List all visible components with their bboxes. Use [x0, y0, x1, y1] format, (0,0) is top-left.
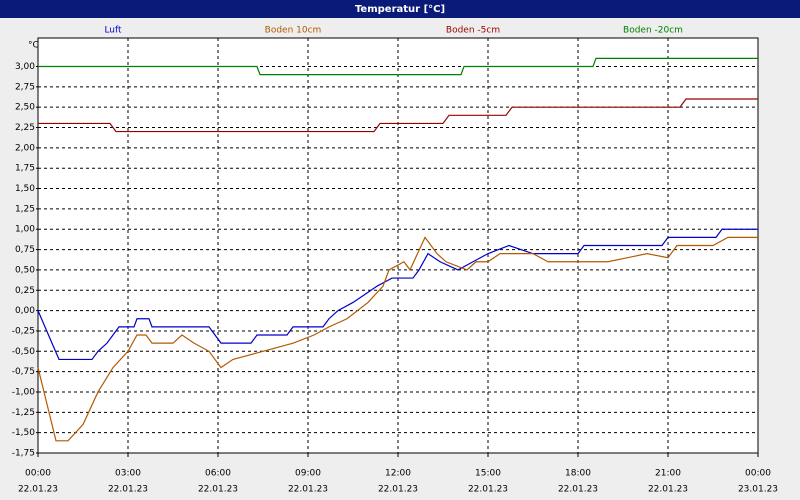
series-line: [37, 228, 758, 361]
chart-title: Temperatur [°C]: [355, 4, 445, 15]
y-tick-label: 2,25: [15, 123, 35, 133]
series-line: [38, 57, 758, 76]
x-tick-date: 22.01.23: [558, 485, 598, 495]
y-tick-label: 2,50: [15, 103, 35, 113]
title-bar: [0, 0, 800, 18]
x-tick-label: 06:00: [205, 469, 231, 479]
x-tick-label: 18:00: [565, 469, 591, 479]
y-tick-label: -0,50: [12, 347, 36, 357]
y-tick-label: 0,25: [15, 286, 35, 296]
legend-label: Luft: [104, 26, 122, 36]
x-tick-date: 22.01.23: [648, 485, 688, 495]
x-tick-label: 00:00: [25, 469, 51, 479]
plot-border: [37, 37, 759, 454]
series-line: [37, 236, 758, 442]
legend-label: Boden 10cm: [265, 26, 322, 36]
y-tick-label: -0,75: [12, 367, 35, 377]
x-tick-date: 22.01.23: [18, 485, 58, 495]
y-tick-label: 1,25: [15, 204, 35, 214]
y-unit: °C: [28, 41, 39, 51]
y-tick-label: 0,00: [15, 306, 35, 316]
y-tick-label: 2,75: [15, 82, 35, 92]
y-tick-label: -1,75: [12, 449, 35, 459]
x-tick-label: 12:00: [385, 469, 411, 479]
y-tick-label: -1,25: [12, 408, 35, 418]
x-tick-date: 23.01.23: [738, 485, 778, 495]
y-tick-label: 1,00: [15, 225, 35, 235]
x-tick-date: 22.01.23: [108, 485, 148, 495]
series-line: [38, 98, 758, 133]
legend-label: Boden -20cm: [623, 26, 683, 36]
x-tick-label: 03:00: [115, 469, 141, 479]
x-tick-label: 15:00: [475, 469, 501, 479]
y-tick-label: 2,00: [15, 143, 35, 153]
x-tick-date: 22.01.23: [198, 485, 238, 495]
x-tick-label: 00:00: [745, 469, 771, 479]
y-tick-label: 1,75: [15, 164, 35, 174]
x-tick-date: 22.01.23: [378, 485, 418, 495]
y-tick-label: -1,00: [12, 387, 36, 397]
y-tick-label: 3,00: [15, 62, 35, 72]
y-tick-label: -0,25: [12, 326, 35, 336]
y-tick-label: -1,50: [12, 428, 36, 438]
x-tick-label: 09:00: [295, 469, 321, 479]
y-tick-label: 0,75: [15, 245, 35, 255]
x-tick-label: 21:00: [655, 469, 681, 479]
legend-label: Boden -5cm: [446, 26, 500, 36]
x-tick-date: 22.01.23: [288, 485, 328, 495]
y-tick-label: 0,50: [15, 265, 35, 275]
x-tick-date: 22.01.23: [468, 485, 508, 495]
y-tick-label: 1,50: [15, 184, 35, 194]
